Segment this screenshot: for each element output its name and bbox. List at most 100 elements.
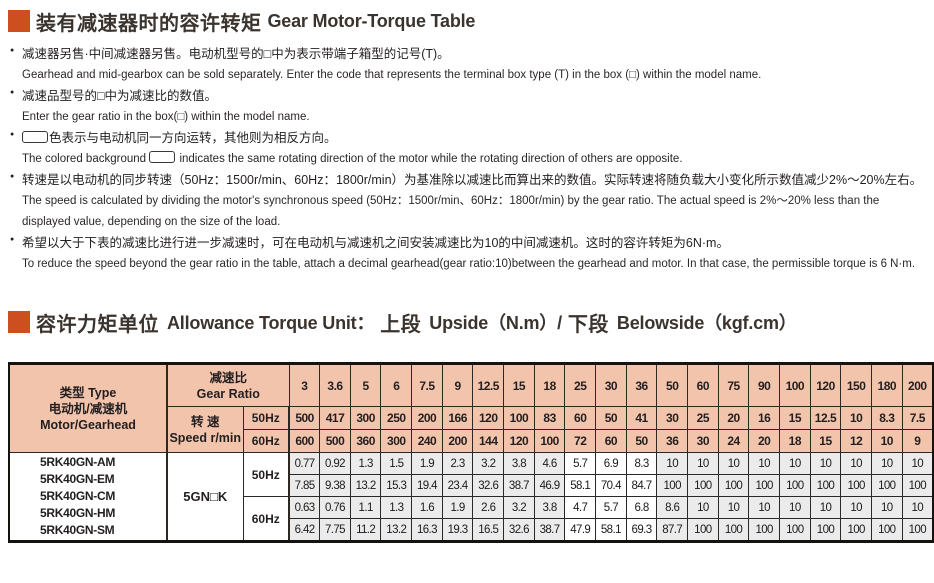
torque-kgfcm-60hz-row: 6.42 7.75 11.2 13.2 16.3 19.3 16.5 32.6 38.7 47.9…	[9, 518, 934, 542]
torque-kgfcm-50hz-cell: 100	[809, 474, 842, 497]
torque-kgfcm-50hz-cell: 9.38	[319, 474, 351, 497]
color-legend-swatch-icon	[22, 131, 48, 143]
speed-50hz-value-cell: 100	[503, 406, 535, 430]
torque-kgfcm-50hz-cell: 100	[870, 474, 903, 497]
model-name: 5RK40GN-CM	[40, 489, 116, 503]
speed-50hz-value-cell: 25	[687, 406, 719, 430]
torque-kgfcm-60hz-cell: 100	[840, 518, 872, 542]
torque-nm-60hz-cell: 10	[748, 496, 780, 519]
torque-nm-50hz-cell: 10	[717, 452, 750, 475]
torque-nm-50hz-cell: 3.2	[472, 452, 505, 475]
torque-nm-50hz-cell: 1.3	[349, 452, 382, 475]
torque-nm-60hz-cell: 6.8	[625, 496, 658, 519]
gear-ratio-value-cell: 100	[779, 363, 811, 407]
speed-60hz-value-cell: 72	[564, 429, 597, 453]
speed-60hz-value-cell: 60	[595, 429, 627, 453]
unit-upside-cn: 上段	[380, 313, 422, 336]
unit-belowside-cn: 下段	[567, 313, 609, 336]
speed-60hz-value-cell: 500	[319, 429, 351, 453]
speed-50hz-value-cell: 15	[779, 406, 811, 430]
torque-kgfcm-60hz-cell: 100	[748, 518, 780, 542]
freq-60hz-cell: 60Hz	[242, 496, 290, 542]
torque-kgfcm-50hz-cell: 100	[779, 474, 811, 497]
note-gearhead-sold-separately: 减速器另售·中间减速器另售。电动机型号的□中为表示带端子箱型的记号(T)。 Ge…	[10, 44, 928, 86]
gear-ratio-value-cell: 18	[533, 363, 566, 407]
torque-nm-60hz-cell: 1.9	[441, 496, 474, 519]
note-cn: 减速器另售·中间减速器另售。电动机型号的□中为表示带端子箱型的记号(T)。	[22, 47, 450, 61]
note-cn: 减速品型号的□中为减速比的数值。	[22, 89, 218, 103]
torque-nm-50hz-cell: 10	[687, 452, 719, 475]
torque-nm-60hz-row: 60Hz 0.63 0.76 1.1 1.3 1.6 1.9 2.6 3.2 3.8 4.7 5.7…	[9, 496, 934, 542]
gear-ratio-value-cell: 3	[288, 363, 321, 407]
gear-ratio-value-cell: 7.5	[411, 363, 443, 407]
notes-list: 减速器另售·中间减速器另售。电动机型号的□中为表示带端子箱型的记号(T)。 Ge…	[0, 44, 934, 275]
note-decimal-gearhead: 希望以大于下表的减速比进行进一步减速时，可在电动机与减速机之间安装减速比为10的…	[10, 233, 928, 275]
torque-nm-60hz-cell: 0.63	[288, 496, 321, 519]
torque-kgfcm-50hz-cell: 100	[717, 474, 750, 497]
speed-60hz-value-cell: 360	[349, 429, 382, 453]
section-marker-icon	[8, 311, 30, 333]
speed-label-cn: 转 速	[191, 414, 220, 429]
speed-50hz-value-cell: 50	[595, 406, 627, 430]
torque-kgfcm-50hz-cell: 46.9	[533, 474, 566, 497]
gear-ratio-value-cell: 5	[349, 363, 382, 407]
torque-kgfcm-50hz-cell: 19.4	[411, 474, 443, 497]
torque-kgfcm-50hz-cell: 100	[687, 474, 719, 497]
speed-60hz-value-cell: 144	[472, 429, 505, 453]
torque-nm-60hz-cell: 4.7	[564, 496, 597, 519]
gear-ratio-value-cell: 60	[687, 363, 719, 407]
torque-kgfcm-60hz-cell: 100	[779, 518, 811, 542]
speed-50hz-value-cell: 500	[288, 406, 321, 430]
torque-kgfcm-60hz-cell: 19.3	[441, 518, 474, 542]
speed-60hz-row: 60Hz 600 500 360 300 240 200 144 120 100 72 60 50 36…	[9, 429, 934, 453]
speed-60hz-value-cell: 24	[717, 429, 750, 453]
torque-nm-60hz-cell: 0.76	[319, 496, 351, 519]
torque-kgfcm-50hz-cell: 100	[748, 474, 780, 497]
torque-kgfcm-60hz-cell: 100	[717, 518, 750, 542]
torque-kgfcm-50hz-cell: 23.4	[441, 474, 474, 497]
speed-50hz-value-cell: 16	[748, 406, 780, 430]
gear-ratio-value-cell: 25	[564, 363, 597, 407]
torque-kgfcm-60hz-cell: 100	[809, 518, 842, 542]
hz60-header-cell: 60Hz	[242, 429, 290, 453]
gearhead-model-cell: 5GN□K	[166, 452, 244, 542]
torque-kgfcm-50hz-cell: 70.4	[595, 474, 627, 497]
section-title-gear-motor-torque: 装有减速器时的容许转矩 Gear Motor-Torque Table	[8, 8, 934, 35]
torque-kgfcm-60hz-cell: 47.9	[564, 518, 597, 542]
speed-50hz-value-cell: 8.3	[870, 406, 903, 430]
torque-kgfcm-60hz-cell: 32.6	[503, 518, 535, 542]
torque-nm-60hz-cell: 3.8	[533, 496, 566, 519]
gear-ratio-value-cell: 120	[809, 363, 842, 407]
torque-kgfcm-50hz-cell: 32.6	[472, 474, 505, 497]
torque-nm-50hz-cell: 10	[809, 452, 842, 475]
gear-ratio-value-cell: 90	[748, 363, 780, 407]
torque-nm-60hz-cell: 10	[687, 496, 719, 519]
note-cn: 色表示与电动机同一方向运转，其他则为相反方向。	[22, 128, 928, 149]
speed-50hz-value-cell: 60	[564, 406, 597, 430]
speed-50hz-value-cell: 10	[840, 406, 872, 430]
torque-nm-50hz-cell: 10	[779, 452, 811, 475]
gear-ratio-value-cell: 180	[870, 363, 903, 407]
model-name: 5RK40GN-AM	[40, 455, 116, 469]
torque-nm-60hz-cell: 1.3	[380, 496, 413, 519]
gear-ratio-label-en: Gear Ratio	[196, 386, 260, 401]
gear-ratio-value-cell: 36	[625, 363, 658, 407]
speed-50hz-value-cell: 417	[319, 406, 351, 430]
note-cn: 希望以大于下表的减速比进行进一步减速时，可在电动机与减速机之间安装减速比为10的…	[22, 236, 729, 250]
torque-nm-60hz-cell: 10	[809, 496, 842, 519]
speed-50hz-value-cell: 250	[380, 406, 413, 430]
torque-kgfcm-50hz-cell: 15.3	[380, 474, 413, 497]
torque-kgfcm-60hz-cell: 87.7	[656, 518, 689, 542]
torque-nm-50hz-cell: 10	[656, 452, 689, 475]
unit-upside-en: Upside（N.m）/	[429, 313, 562, 333]
section-title-en: Gear Motor-Torque Table	[267, 10, 476, 31]
note-en: To reduce the speed beyond the gear rati…	[22, 258, 916, 270]
note-en-text-before: The colored background	[22, 153, 147, 165]
torque-nm-50hz-cell: 3.8	[503, 452, 535, 475]
section-title-cn: 装有减速器时的容许转矩	[36, 12, 262, 35]
gear-ratio-label-cn: 减速比	[209, 370, 247, 385]
torque-nm-50hz-cell: 2.3	[441, 452, 474, 475]
speed-60hz-value-cell: 15	[809, 429, 842, 453]
torque-nm-50hz-cell: 6.9	[595, 452, 627, 475]
speed-50hz-value-cell: 166	[441, 406, 474, 430]
